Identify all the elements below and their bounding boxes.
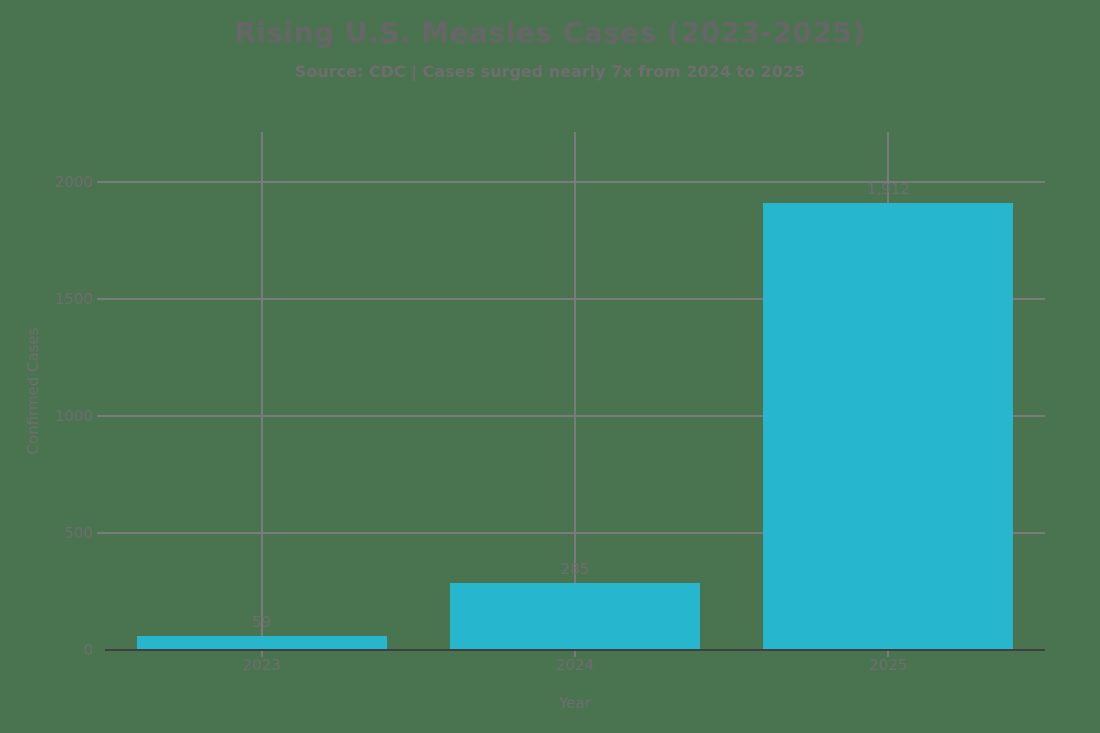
y-tick-label-1500: 1500 (54, 290, 93, 309)
y-axis-title: Confirmed Cases (24, 327, 42, 455)
y-tick-label-1000: 1000 (54, 407, 93, 426)
bar-2023 (136, 636, 387, 650)
bar-value-label-2023: 59 (252, 613, 272, 632)
x-tick-2023 (260, 650, 263, 657)
x-gridline-2024 (574, 132, 576, 650)
chart-subtitle: Source: CDC | Cases surged nearly 7x fro… (294, 62, 806, 81)
x-axis-title: Year (559, 694, 591, 712)
y-gridline-1500 (97, 298, 1045, 301)
x-tick-label-2023: 2023 (242, 656, 281, 674)
x-tick-2024 (574, 650, 576, 657)
y-gridline-1000 (97, 415, 1045, 418)
bar-2025 (763, 202, 1014, 650)
x-axis-line (105, 649, 1045, 651)
y-gridline-500 (97, 532, 1045, 535)
x-gridline-2023 (260, 132, 263, 650)
x-tick-label-2025: 2025 (869, 656, 908, 674)
y-gridline-2000 (97, 181, 1045, 184)
bar-value-label-2025: 1,912 (866, 179, 910, 198)
bar-2024 (450, 583, 700, 650)
y-tick-label-500: 500 (64, 524, 93, 543)
x-tick-label-2024: 2024 (555, 656, 595, 674)
bar-value-label-2024: 285 (560, 560, 590, 579)
x-tick-2025 (887, 650, 890, 657)
chart-title: Rising U.S. Measles Cases (2023-2025) (234, 16, 866, 49)
y-tick-label-0: 0 (83, 641, 93, 659)
y-tick-label-2000: 2000 (54, 173, 93, 192)
